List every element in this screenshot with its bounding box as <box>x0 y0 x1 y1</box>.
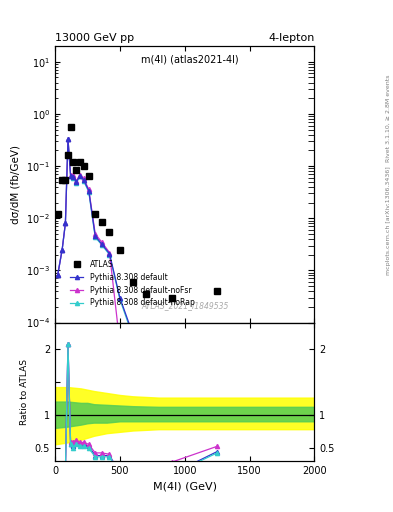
ATLAS <box>66 153 70 159</box>
Pythia 8.308 default-noFsr <box>74 178 79 184</box>
ATLAS <box>86 173 91 179</box>
Pythia 8.308 default-noFsr <box>130 322 135 328</box>
Pythia 8.308 default <box>63 220 68 226</box>
Pythia 8.308 default-noFsr <box>55 272 60 279</box>
Text: mcplots.cern.ch [arXiv:1306.3436]: mcplots.cern.ch [arXiv:1306.3436] <box>386 166 391 274</box>
Pythia 8.308 default-noFsr <box>107 249 112 255</box>
ATLAS <box>107 229 112 235</box>
Pythia 8.308 default-noFsr <box>215 355 220 361</box>
Pythia 8.308 default <box>107 250 112 257</box>
Pythia 8.308 default-noRap <box>55 272 60 279</box>
Pythia 8.308 default <box>60 247 64 253</box>
Legend: ATLAS, Pythia 8.308 default, Pythia 8.308 default-noFsr, Pythia 8.308 default-no: ATLAS, Pythia 8.308 default, Pythia 8.30… <box>67 257 197 310</box>
Pythia 8.308 default-noRap <box>68 173 73 179</box>
Pythia 8.308 default-noRap <box>74 180 79 186</box>
ATLAS <box>169 294 174 301</box>
Pythia 8.308 default-noRap <box>63 220 68 226</box>
Pythia 8.308 default <box>68 173 73 179</box>
Pythia 8.308 default-noRap <box>77 173 82 179</box>
Pythia 8.308 default <box>118 294 122 301</box>
ATLAS <box>118 247 122 253</box>
Pythia 8.308 default-noFsr <box>99 239 104 245</box>
Pythia 8.308 default-noFsr <box>77 172 82 178</box>
Text: Rivet 3.1.10, ≥ 2.8M events: Rivet 3.1.10, ≥ 2.8M events <box>386 74 391 161</box>
ATLAS <box>55 211 60 217</box>
Pythia 8.308 default <box>130 331 135 337</box>
Text: 4-lepton: 4-lepton <box>268 33 314 42</box>
Pythia 8.308 default-noRap <box>107 251 112 258</box>
Pythia 8.308 default <box>74 179 79 185</box>
Text: ATLAS_2021_I1849535: ATLAS_2021_I1849535 <box>141 302 228 310</box>
Pythia 8.308 default-noRap <box>93 234 97 241</box>
ATLAS <box>63 177 68 183</box>
Pythia 8.308 default <box>81 177 86 183</box>
Pythia 8.308 default-noFsr <box>60 247 64 253</box>
ATLAS <box>93 211 97 217</box>
Pythia 8.308 default-noFsr <box>93 231 97 237</box>
Pythia 8.308 default-noRap <box>66 136 70 142</box>
Pythia 8.308 default-noRap <box>118 296 122 302</box>
Pythia 8.308 default-noFsr <box>143 330 148 336</box>
Text: m(4l) (atlas2021-4l): m(4l) (atlas2021-4l) <box>141 54 239 65</box>
Pythia 8.308 default-noFsr <box>169 348 174 354</box>
Pythia 8.308 default <box>215 356 220 362</box>
Y-axis label: Ratio to ATLAS: Ratio to ATLAS <box>20 359 29 424</box>
Pythia 8.308 default <box>77 173 82 179</box>
Pythia 8.308 default-noFsr <box>118 341 122 347</box>
Pythia 8.308 default <box>143 343 148 349</box>
Pythia 8.308 default-noRap <box>130 333 135 339</box>
Pythia 8.308 default-noRap <box>86 189 91 195</box>
ATLAS <box>74 167 79 173</box>
Pythia 8.308 default-noRap <box>71 175 75 181</box>
Line: Pythia 8.308 default: Pythia 8.308 default <box>55 137 219 371</box>
Pythia 8.308 default-noFsr <box>86 186 91 193</box>
Pythia 8.308 default-noRap <box>215 359 220 366</box>
ATLAS <box>68 124 73 131</box>
Pythia 8.308 default-noRap <box>60 247 64 253</box>
Pythia 8.308 default-noFsr <box>81 175 86 181</box>
Text: 13000 GeV pp: 13000 GeV pp <box>55 33 134 42</box>
Pythia 8.308 default-noFsr <box>68 172 73 178</box>
X-axis label: M(4l) (GeV): M(4l) (GeV) <box>153 481 217 491</box>
ATLAS <box>99 219 104 225</box>
Pythia 8.308 default-noFsr <box>66 136 70 142</box>
Pythia 8.308 default-noRap <box>99 242 104 248</box>
ATLAS <box>143 291 148 297</box>
Pythia 8.308 default <box>99 241 104 247</box>
Pythia 8.308 default-noRap <box>169 368 174 374</box>
Pythia 8.308 default <box>93 233 97 239</box>
Pythia 8.308 default-noRap <box>143 345 148 351</box>
Pythia 8.308 default-noRap <box>81 178 86 184</box>
Pythia 8.308 default <box>55 272 60 279</box>
Pythia 8.308 default <box>169 366 174 372</box>
Pythia 8.308 default <box>71 174 75 180</box>
ATLAS <box>130 279 135 285</box>
Pythia 8.308 default <box>66 136 70 142</box>
Pythia 8.308 default <box>86 187 91 194</box>
ATLAS <box>77 159 82 165</box>
ATLAS <box>81 163 86 169</box>
Pythia 8.308 default-noFsr <box>63 220 68 226</box>
ATLAS <box>71 159 75 165</box>
Line: Pythia 8.308 default-noFsr: Pythia 8.308 default-noFsr <box>55 137 219 360</box>
Pythia 8.308 default-noFsr <box>71 172 75 178</box>
Line: Pythia 8.308 default-noRap: Pythia 8.308 default-noRap <box>55 137 219 373</box>
Line: ATLAS: ATLAS <box>55 125 220 301</box>
Y-axis label: dσ/dM (fb/GeV): dσ/dM (fb/GeV) <box>10 145 20 224</box>
ATLAS <box>215 288 220 294</box>
ATLAS <box>60 177 64 183</box>
